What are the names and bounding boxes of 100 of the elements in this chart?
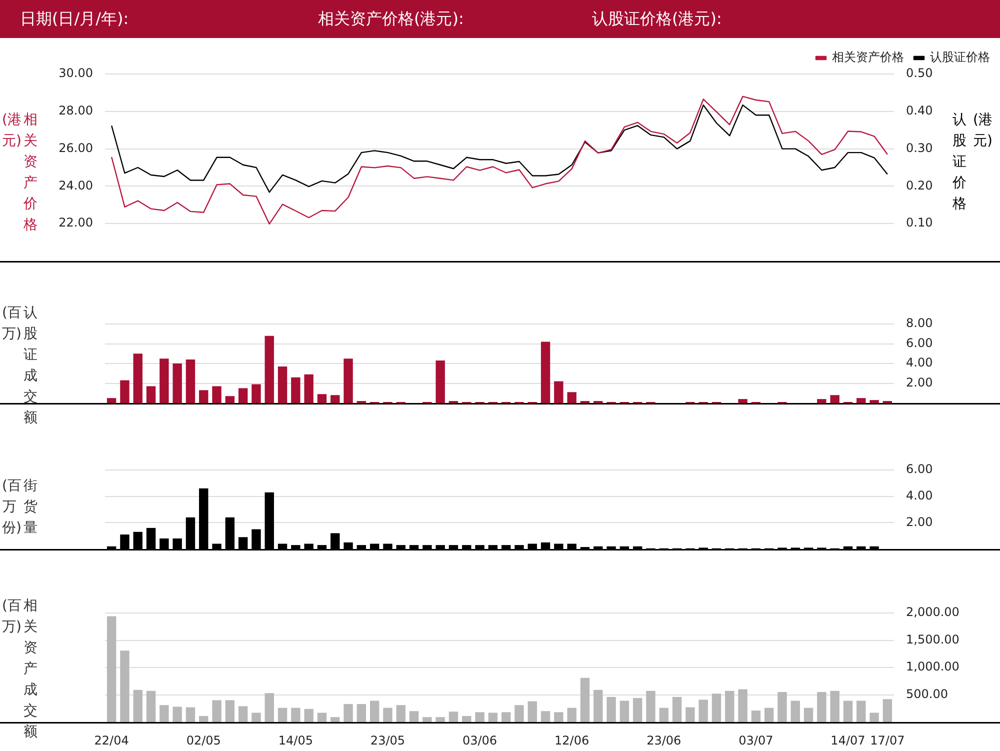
bar xyxy=(278,708,288,722)
x-tick-label: 23/05 xyxy=(370,733,406,748)
text: 相关资产成交额(百万) xyxy=(2,598,38,740)
bar xyxy=(304,708,314,722)
bar xyxy=(817,692,826,722)
x-tick-label: 14/05 xyxy=(278,733,313,748)
bar xyxy=(160,358,169,403)
bar xyxy=(567,392,576,403)
bar xyxy=(252,712,261,722)
y-tick-label: 22.00 xyxy=(58,216,93,230)
bar xyxy=(843,700,853,722)
bar xyxy=(264,336,274,403)
bar xyxy=(212,386,222,403)
bar xyxy=(620,700,630,722)
text: 日期(日/月/年): xyxy=(20,9,129,30)
bar xyxy=(106,616,116,722)
bar xyxy=(422,717,432,722)
bar xyxy=(199,716,208,722)
bar xyxy=(383,708,392,722)
bar xyxy=(212,700,222,722)
bar xyxy=(672,696,682,722)
bar xyxy=(448,712,458,722)
bar xyxy=(462,716,472,722)
bar xyxy=(804,708,814,722)
bar xyxy=(278,366,288,403)
bar xyxy=(238,706,248,722)
bar xyxy=(817,399,826,403)
y-tick-label: 1,000.00 xyxy=(906,660,960,674)
bar xyxy=(554,712,564,722)
y-tick-label: 500.00 xyxy=(906,686,948,701)
bar xyxy=(580,678,590,722)
bar xyxy=(567,708,576,722)
x-tick-label: 22/04 xyxy=(94,733,129,748)
bar xyxy=(106,398,116,403)
bar xyxy=(291,377,300,403)
y-tick-label: 6.00 xyxy=(906,336,933,350)
bar xyxy=(199,390,208,403)
y-tick-label: 30.00 xyxy=(58,66,93,80)
bar xyxy=(528,701,537,722)
bar xyxy=(172,706,182,722)
legend-label: 相关资产价格 xyxy=(832,50,904,64)
bar xyxy=(330,717,340,722)
bar xyxy=(225,396,235,403)
bar xyxy=(882,699,892,722)
y-tick-label: 4.00 xyxy=(906,488,933,502)
bar xyxy=(344,704,353,722)
y-tick-label: 2.00 xyxy=(906,375,933,390)
x-tick-label: 12/06 xyxy=(554,733,590,748)
text: 相关资产价格(港元) xyxy=(2,112,38,233)
bar xyxy=(698,700,708,722)
bar xyxy=(594,690,603,722)
bar xyxy=(146,386,156,403)
bar xyxy=(514,705,524,722)
x-tick-label: 14/07 xyxy=(830,733,866,748)
bar xyxy=(870,400,879,403)
text: 街货量(百万份) xyxy=(2,478,38,536)
bar xyxy=(186,707,196,722)
y-tick-label: 1,500.00 xyxy=(906,632,960,646)
bar xyxy=(554,381,564,403)
y-tick-label: 6.00 xyxy=(906,462,933,476)
bar xyxy=(501,712,511,722)
bar xyxy=(751,710,761,722)
x-tick-label: 02/05 xyxy=(186,733,221,748)
bar xyxy=(738,399,748,403)
bar xyxy=(172,364,182,403)
bar xyxy=(317,712,327,722)
y-tick-label: 2.00 xyxy=(906,514,933,529)
bar xyxy=(146,690,156,722)
bar xyxy=(252,384,261,403)
bar xyxy=(133,690,142,722)
y2-tick-label: 0.40 xyxy=(906,104,933,118)
x-tick-label: 03/07 xyxy=(738,733,774,748)
bar xyxy=(120,380,130,403)
y-tick-label: 4.00 xyxy=(906,356,933,370)
bar xyxy=(632,698,642,722)
bar xyxy=(409,711,419,722)
bar xyxy=(475,712,484,722)
y2-tick-label: 0.10 xyxy=(906,216,933,230)
y-tick-label: 26.00 xyxy=(58,140,93,155)
bar xyxy=(225,700,235,722)
bar xyxy=(238,388,248,403)
bar xyxy=(330,395,340,403)
text: 认股证成交额(百万) xyxy=(2,305,38,426)
y-tick-label: 2,000.00 xyxy=(906,605,960,620)
text: 认股证价格(港元): xyxy=(592,9,722,30)
bar xyxy=(436,360,445,403)
bar xyxy=(790,700,800,722)
legend-label: 认股证价格 xyxy=(930,50,990,64)
bar xyxy=(738,689,748,722)
bar xyxy=(764,708,774,722)
bar xyxy=(436,717,445,722)
bar xyxy=(646,690,656,722)
y-tick-label: 28.00 xyxy=(58,104,93,118)
bar xyxy=(856,700,866,722)
bar xyxy=(540,711,550,722)
bar xyxy=(304,374,314,403)
bar xyxy=(356,704,366,722)
y2-tick-label: 0.30 xyxy=(906,140,933,155)
bar xyxy=(344,358,353,403)
bar xyxy=(856,398,866,403)
